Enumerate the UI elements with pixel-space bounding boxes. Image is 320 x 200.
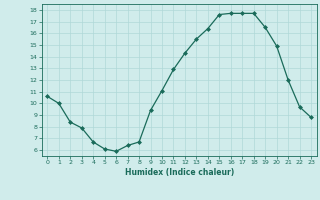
X-axis label: Humidex (Indice chaleur): Humidex (Indice chaleur) bbox=[124, 168, 234, 177]
